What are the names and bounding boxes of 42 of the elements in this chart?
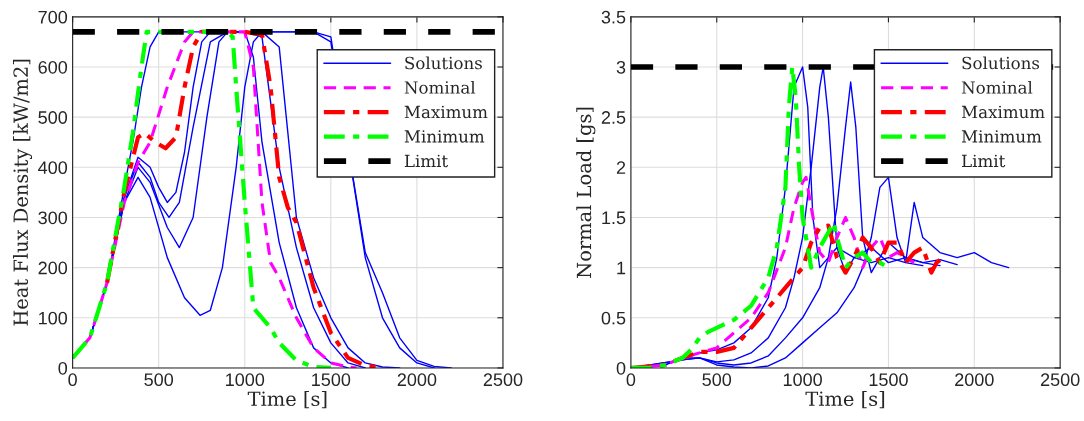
legend-label: Maximum (404, 105, 488, 119)
legend-label: Limit (962, 154, 1006, 168)
y-tick-label: 0 (616, 361, 626, 375)
legend-label: Solutions (405, 56, 482, 70)
y-tick-label: 1 (617, 261, 626, 275)
x-tick-label: 1500 (869, 373, 908, 387)
y-tick-label: 100 (39, 311, 68, 325)
y-tick-label: 3 (616, 60, 626, 74)
legend-label: Maximum (961, 105, 1045, 119)
legend-label: Nominal (961, 80, 1033, 94)
x-axis-title: Time [s] (805, 391, 885, 409)
y-tick-label: 200 (38, 261, 68, 275)
y-tick-label: 2 (616, 161, 626, 174)
legend-label: Limit (404, 154, 448, 168)
y-tick-label: 600 (38, 60, 68, 74)
legend-label: Nominal (404, 80, 476, 94)
x-tick-label: 2000 (397, 373, 437, 387)
legend-label: Minimum (961, 130, 1042, 143)
y-tick-label: 0.5 (601, 311, 626, 325)
y-tick-label: 0 (58, 361, 68, 375)
x-tick-label: 2500 (483, 373, 523, 387)
y-tick-label: 400 (38, 161, 68, 175)
x-tick-label: 0 (68, 373, 77, 387)
x-tick-label: 2000 (955, 373, 994, 387)
x-tick-label: 1500 (312, 373, 351, 387)
legend-label: Solutions (962, 56, 1040, 70)
x-tick-label: 500 (144, 373, 174, 387)
x-axis-title: Time [s] (247, 391, 327, 409)
legend-label: Minimum (404, 130, 485, 143)
y-tick-label: 3.5 (601, 10, 626, 24)
y-tick-label: 700 (38, 10, 68, 24)
x-tick-label: 1000 (226, 373, 265, 387)
y-tick-label: 500 (38, 111, 68, 124)
y-axis-title: Normal Load [gs] (576, 107, 596, 278)
y-tick-label: 1.5 (602, 211, 626, 225)
x-tick-label: 0 (626, 373, 636, 387)
x-tick-label: 500 (702, 373, 732, 387)
y-tick-label: 300 (38, 211, 68, 225)
y-axis-title: Heat Flux Density [kW/m2] (12, 59, 33, 326)
y-tick-label: 2.5 (601, 111, 626, 124)
x-tick-label: 2500 (1040, 373, 1080, 387)
x-tick-label: 1000 (783, 373, 822, 387)
